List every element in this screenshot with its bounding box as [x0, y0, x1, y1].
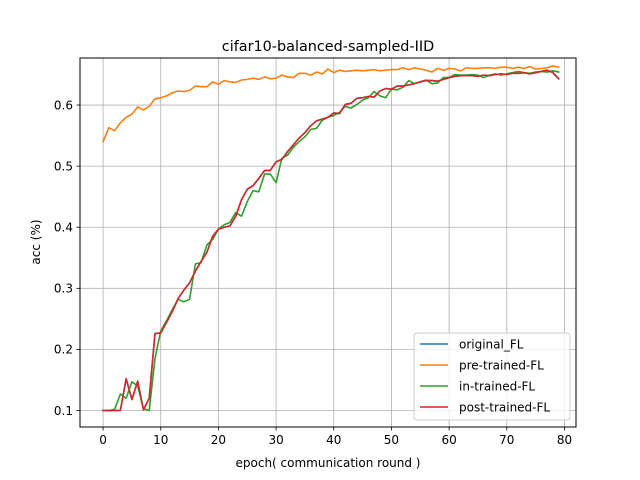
y-tick-label: 0.6 — [54, 98, 73, 112]
plot-area-frame — [79, 57, 577, 428]
x-tick-label: 40 — [326, 433, 341, 447]
y-tick-label: 0.5 — [54, 159, 73, 173]
x-tick-label: 60 — [441, 433, 456, 447]
x-tick-label: 0 — [99, 433, 107, 447]
x-tick-label: 30 — [268, 433, 283, 447]
y-axis-ticks: 0.1 0.2 0.3 0.4 0.5 0.6 — [54, 98, 80, 418]
legend-label: in-trained-FL — [459, 379, 535, 393]
x-tick-label: 10 — [153, 433, 168, 447]
y-tick-label: 0.1 — [54, 404, 73, 418]
legend: original_FL pre-trained-FL in-trained-FL po… — [413, 332, 571, 421]
x-tick-label: 50 — [384, 433, 399, 447]
y-tick-label: 0.3 — [54, 282, 73, 296]
x-tick-label: 80 — [557, 433, 572, 447]
x-tick-label: 20 — [211, 433, 226, 447]
chart-title: cifar10-balanced-sampled-IID — [222, 39, 434, 55]
x-axis-label: epoch( communication round ) — [236, 456, 421, 470]
legend-box — [413, 332, 571, 421]
x-axis-ticks: 0 10 20 30 40 50 60 70 80 — [99, 427, 572, 447]
legend-label: post-trained-FL — [459, 400, 550, 414]
y-axis-label: acc (%) — [29, 219, 43, 264]
legend-label: pre-trained-FL — [459, 358, 544, 372]
series-line-3 — [102, 69, 560, 412]
y-tick-label: 0.4 — [54, 221, 73, 235]
legend-label: original_FL — [459, 337, 524, 351]
series-line-1 — [102, 65, 560, 143]
series-line-2 — [102, 70, 560, 412]
y-tick-label: 0.2 — [54, 343, 73, 357]
x-tick-label: 70 — [499, 433, 514, 447]
plot-lines — [102, 65, 560, 412]
